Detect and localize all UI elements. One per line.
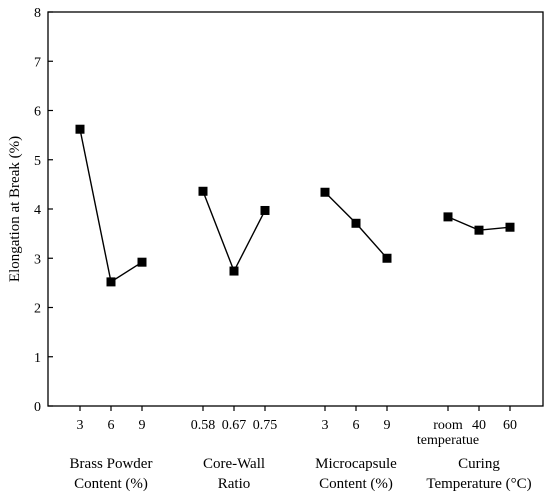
- x-tick-label: 3: [77, 418, 84, 433]
- data-point: [198, 186, 208, 196]
- group-label: Brass Powder: [70, 456, 153, 472]
- x-tick-label: 60: [503, 418, 517, 433]
- x-tick-label: 40: [472, 418, 486, 433]
- data-point: [474, 225, 484, 235]
- series-line: [79, 129, 143, 284]
- data-point: [229, 266, 239, 276]
- y-tick-label: 2: [34, 302, 41, 317]
- y-tick-label: 7: [34, 55, 41, 70]
- plot-frame: [47, 11, 544, 407]
- group-label: Content (%): [74, 476, 148, 492]
- group-label: Temperature (°C): [426, 476, 531, 492]
- x-tick-label: 0.58: [191, 418, 216, 433]
- y-tick-label: 1: [34, 351, 41, 366]
- group-label: Microcapsule: [315, 456, 397, 472]
- x-tick-label: 6: [353, 418, 360, 433]
- data-point: [75, 124, 85, 134]
- x-tick-label: 6: [108, 418, 115, 433]
- data-point: [505, 222, 515, 232]
- group-label: Curing: [458, 456, 500, 472]
- x-tick-label: 0.75: [253, 418, 278, 433]
- y-tick-label: 0: [34, 400, 41, 415]
- x-tick-label: 9: [139, 418, 146, 433]
- data-point: [351, 218, 361, 228]
- y-tick-label: 5: [34, 154, 41, 169]
- group-label: Core-Wall: [203, 456, 265, 472]
- series-line: [202, 191, 266, 273]
- x-tick-label: 0.67: [222, 418, 247, 433]
- data-point: [260, 205, 270, 215]
- x-tick-label: 9: [384, 418, 391, 433]
- y-axis-label: Elongation at Break (%): [7, 136, 23, 282]
- group-label: Content (%): [319, 476, 393, 492]
- y-tick-label: 6: [34, 105, 41, 120]
- group-label: Ratio: [218, 476, 251, 492]
- x-tick-label: temperatue: [417, 433, 479, 448]
- data-point: [137, 257, 147, 267]
- data-point: [443, 212, 453, 222]
- y-tick-label: 8: [34, 6, 41, 21]
- y-tick-label: 4: [34, 203, 41, 218]
- data-point: [106, 277, 116, 287]
- y-tick-label: 3: [34, 252, 41, 267]
- data-point: [320, 187, 330, 197]
- data-point: [382, 253, 392, 263]
- x-tick-label: room: [433, 418, 463, 433]
- x-tick-label: 3: [322, 418, 329, 433]
